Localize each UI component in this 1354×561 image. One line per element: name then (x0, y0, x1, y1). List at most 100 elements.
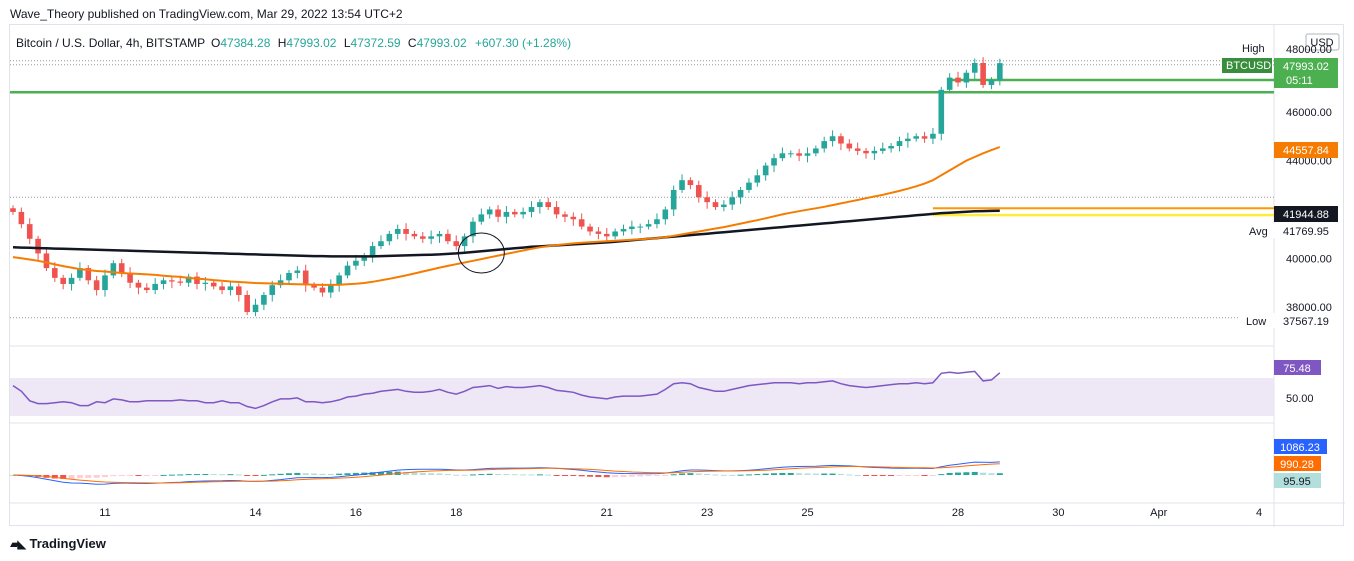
macd-histogram-bar (963, 472, 970, 475)
macd-histogram-bar (419, 472, 426, 475)
candle (378, 241, 384, 247)
candle (645, 224, 652, 227)
candle (612, 231, 618, 237)
macd-histogram-bar (68, 475, 75, 479)
macd-histogram-bar (127, 475, 134, 476)
candle (603, 233, 610, 237)
candle (160, 280, 167, 284)
candle (210, 282, 217, 287)
macd-histogram-bar (227, 474, 234, 476)
chart-frame[interactable]: 46000.00 44000.00 40000.00 38000.00 11 14 16 1… (9, 24, 1345, 527)
candle (804, 153, 811, 156)
rsi-pane[interactable] (10, 370, 1274, 416)
rsi-value-label: 75.48 (1283, 363, 1311, 375)
candle (938, 89, 945, 134)
macd-pane[interactable] (10, 461, 1003, 485)
candle (236, 286, 242, 295)
ema-50-line (12, 146, 1001, 286)
candle (528, 207, 535, 212)
price-axis-tick: 46000.00 (1286, 107, 1332, 119)
macd-histogram-bar (821, 473, 828, 475)
legend-high-value: 47993.02 (286, 36, 336, 50)
time-axis[interactable]: 11 14 16 18 21 23 25 28 30 Apr 4 (99, 507, 1262, 519)
macd-histogram-bar (603, 475, 610, 478)
rsi-labels: 75.48 50.00 (1274, 360, 1321, 405)
macd-histogram-bar (771, 473, 778, 475)
histogram-value-label: 95.95 (1283, 476, 1311, 488)
macd-histogram-bar (453, 474, 460, 476)
macd-histogram-bar (377, 471, 384, 475)
candle (68, 277, 75, 284)
rsi-tick-50: 50.00 (1286, 393, 1314, 405)
macd-histogram-bar (520, 474, 527, 476)
price-pane[interactable] (10, 57, 1274, 317)
macd-histogram-bar (411, 472, 418, 475)
price-axis-tick: 40000.00 (1286, 253, 1332, 265)
candle (10, 208, 16, 212)
candle (771, 158, 777, 166)
candle (411, 233, 418, 237)
macd-histogram-bar (302, 473, 309, 475)
currency-badge[interactable]: USD (1305, 33, 1340, 51)
candle (85, 268, 92, 281)
legend-low-value: 47372.59 (351, 36, 401, 50)
candle (946, 77, 953, 90)
macd-histogram-bar (587, 475, 594, 477)
sma-value-label: 41944.88 (1283, 209, 1329, 221)
macd-histogram-bar (896, 475, 903, 476)
macd-histogram-bar (863, 475, 870, 476)
candle (930, 133, 936, 139)
macd-histogram-bar (469, 474, 476, 476)
footer-brand: TradingView (29, 536, 106, 551)
macd-histogram-bar (168, 474, 175, 476)
macd-histogram-bar (946, 472, 953, 475)
macd-histogram-bar (712, 474, 719, 476)
price-axis[interactable]: 46000.00 44000.00 40000.00 38000.00 (1286, 107, 1332, 314)
time-axis-tick: 16 (350, 507, 362, 519)
candle (729, 197, 736, 205)
candle (445, 233, 451, 242)
candle (369, 246, 376, 256)
macd-histogram-bar (971, 471, 978, 475)
candle (102, 275, 108, 291)
macd-histogram-bar (854, 474, 861, 476)
macd-histogram-bar (612, 475, 619, 478)
time-axis-tick: 21 (601, 507, 613, 519)
candle (110, 263, 117, 276)
candle (955, 77, 961, 83)
candle (219, 286, 225, 291)
candle (394, 229, 401, 234)
candle (896, 141, 903, 146)
candle (194, 276, 200, 284)
macd-histogram-bar (737, 474, 744, 476)
candle (403, 229, 409, 234)
candle (829, 136, 836, 142)
candle (419, 236, 426, 239)
legend-change: +607.30 (+1.28%) (475, 36, 571, 50)
macd-histogram-bar (729, 474, 736, 476)
grid-layer (10, 25, 1345, 527)
last-price-label: 47993.02 (1283, 61, 1329, 73)
candle (503, 211, 510, 217)
candle (353, 260, 359, 266)
candle (520, 211, 526, 215)
bar-countdown: 05:11 (1286, 75, 1313, 87)
macd-histogram-bar (386, 471, 393, 475)
macd-histogram-bar (60, 475, 67, 479)
signal-value-label: 990.28 (1280, 459, 1314, 471)
legend-ohlc: O47384.28 H47993.02 L47372.59 C47993.02 … (211, 36, 571, 50)
candle (553, 207, 560, 215)
low-value: 37567.19 (1283, 316, 1329, 328)
publisher-line: Wave_Theory published on TradingView.com… (10, 7, 403, 21)
candle (453, 241, 460, 247)
footer[interactable]: ▰◣ TradingView (10, 536, 106, 551)
candle (244, 294, 250, 313)
macd-histogram-bar (745, 474, 752, 476)
candle (670, 189, 677, 210)
candle (754, 175, 761, 183)
candle (980, 62, 986, 85)
legend: Bitcoin / U.S. Dollar, 4h, BITSTAMP O473… (16, 36, 571, 50)
macd-histogram-bar (403, 471, 410, 475)
candle (77, 268, 83, 278)
